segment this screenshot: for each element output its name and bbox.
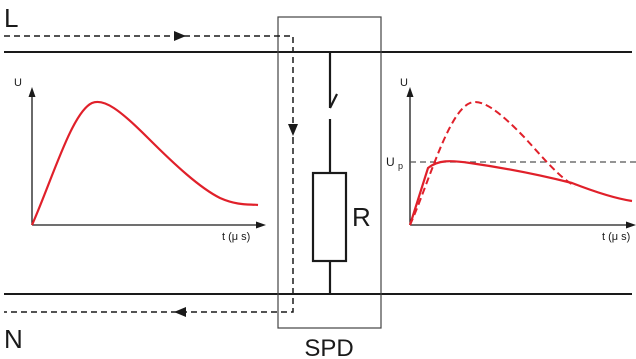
protection-level-main: U xyxy=(386,155,395,169)
right-y-axis-arrow-icon xyxy=(406,87,414,97)
spd-label: SPD xyxy=(304,335,353,359)
arrow-left-icon xyxy=(174,307,186,317)
protection-level-label: U p xyxy=(386,155,403,171)
arrow-right-icon xyxy=(174,31,186,41)
protection-level-subscript: p xyxy=(398,161,403,171)
neutral-label: N xyxy=(4,324,23,354)
limited-surge-curve xyxy=(408,160,633,226)
right-surge-plot: U t (μ s) U p xyxy=(386,77,636,243)
surge-path-down xyxy=(4,138,294,313)
spd-box xyxy=(277,16,382,329)
line-label: L xyxy=(4,3,18,33)
switch-blade xyxy=(329,93,338,109)
left-surge-plot: U t (μ s) xyxy=(14,77,266,243)
left-x-axis-label: t (μ s) xyxy=(222,231,250,243)
right-x-axis-arrow-icon xyxy=(626,221,636,229)
right-y-axis-label: U xyxy=(400,77,408,89)
left-y-axis-label: U xyxy=(14,77,22,89)
left-x-axis-arrow-icon xyxy=(256,221,266,229)
right-x-axis-label: t (μ s) xyxy=(602,231,630,243)
left-y-axis-arrow-icon xyxy=(28,87,36,97)
resistor-label: R xyxy=(352,202,371,232)
left-surge-curve xyxy=(30,100,259,226)
resistor-symbol xyxy=(311,171,348,263)
arrow-down-icon xyxy=(288,124,298,136)
